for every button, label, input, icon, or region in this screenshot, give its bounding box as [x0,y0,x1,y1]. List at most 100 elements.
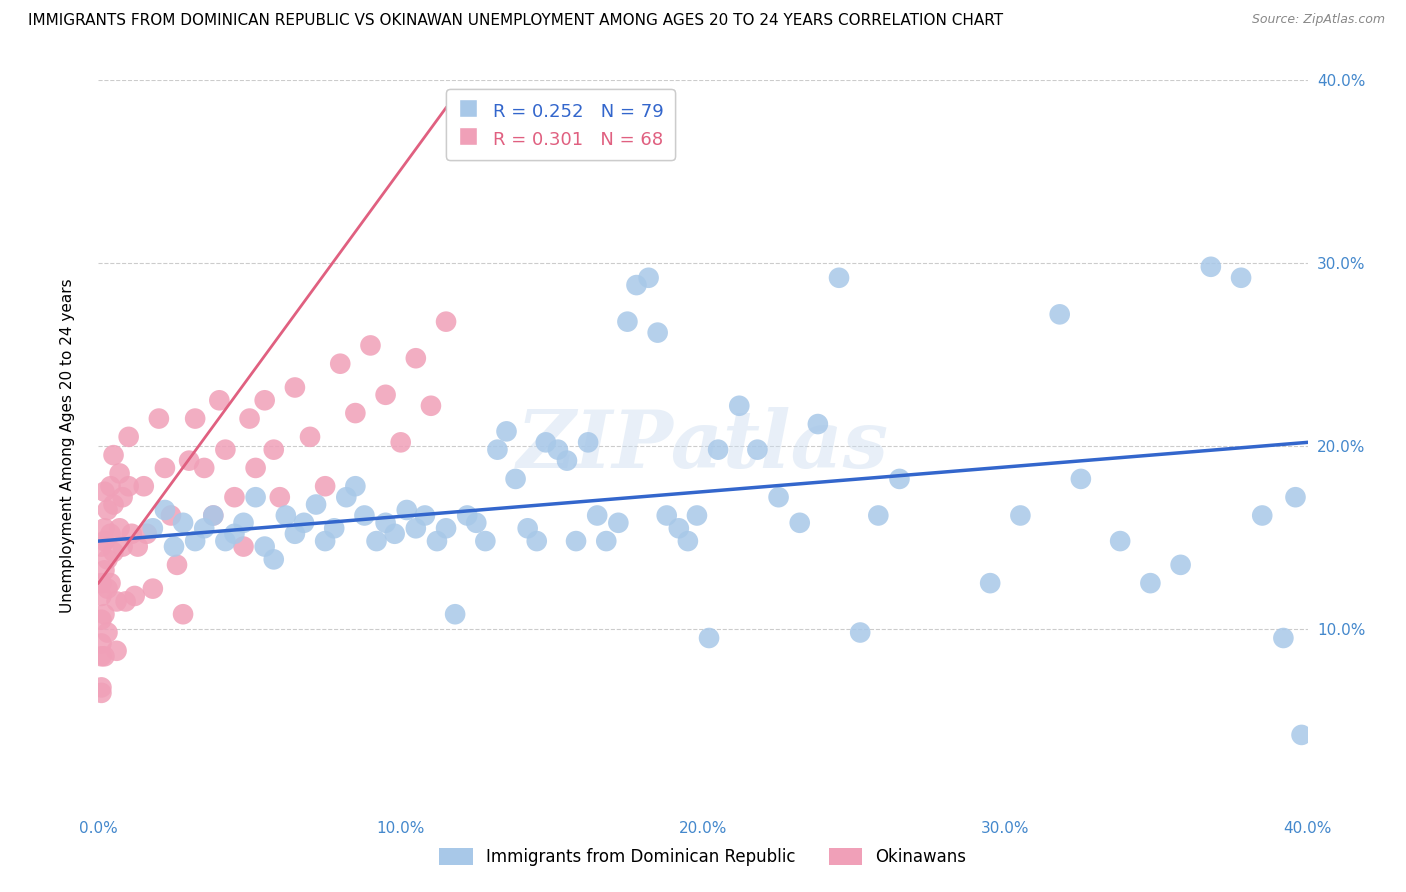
Point [166,558,188,572]
Point [374,516,396,530]
Point [284,526,307,541]
Point [184,534,207,549]
Point [224,526,246,541]
Point [172,607,194,622]
Point [284,380,307,394]
Point [239,411,262,425]
Point [202,508,225,523]
Point [595,534,617,549]
Point [1109,534,1132,549]
Point [184,411,207,425]
Point [274,508,297,523]
Point [245,490,267,504]
Point [232,540,254,554]
Point [505,472,527,486]
Point [118,479,141,493]
Point [655,508,678,523]
Point [1070,472,1092,486]
Point [96,625,118,640]
Point [668,521,690,535]
Point [96,503,118,517]
Point [1199,260,1222,274]
Point [1010,508,1032,523]
Point [105,594,128,608]
Point [153,503,176,517]
Point [103,448,125,462]
Point [214,442,236,457]
Point [93,521,115,535]
Point [142,521,165,535]
Point [329,357,352,371]
Point [108,467,131,481]
Point [526,534,548,549]
Point [565,534,588,549]
Point [214,534,236,549]
Point [263,552,285,566]
Point [607,516,630,530]
Point [232,516,254,530]
Point [163,540,186,554]
Point [647,326,669,340]
Point [224,490,246,504]
Point [420,399,443,413]
Point [889,472,911,486]
Point [413,508,436,523]
Point [100,576,122,591]
Point [868,508,890,523]
Point [93,534,115,549]
Point [534,435,557,450]
Point [245,461,267,475]
Text: ZIPatlas: ZIPatlas [517,408,889,484]
Point [108,521,131,535]
Point [90,649,112,664]
Point [1230,270,1253,285]
Point [202,508,225,523]
Point [124,589,146,603]
Point [789,516,811,530]
Legend: R = 0.252   N = 79, R = 0.301   N = 68: R = 0.252 N = 79, R = 0.301 N = 68 [446,89,675,160]
Point [160,508,183,523]
Point [366,534,388,549]
Point [299,430,322,444]
Legend: Immigrants from Dominican Republic, Okinawans: Immigrants from Dominican Republic, Okin… [432,840,974,875]
Point [93,484,115,499]
Point [1251,508,1274,523]
Point [323,521,346,535]
Point [465,516,488,530]
Point [127,540,149,554]
Point [637,270,659,285]
Point [389,435,412,450]
Point [697,631,720,645]
Point [172,516,194,530]
Point [269,490,291,504]
Point [1170,558,1192,572]
Point [153,461,176,475]
Point [434,521,457,535]
Point [253,393,276,408]
Point [90,636,112,650]
Point [193,521,215,535]
Point [103,498,125,512]
Point [103,545,125,559]
Point [179,453,201,467]
Point [93,563,115,577]
Point [516,521,538,535]
Point [90,576,112,591]
Point [305,498,328,512]
Point [979,576,1001,591]
Point [728,399,751,413]
Point [474,534,496,549]
Point [405,521,427,535]
Point [616,315,638,329]
Point [434,315,457,329]
Point [135,526,157,541]
Point [344,479,367,493]
Point [707,442,730,457]
Point [90,686,112,700]
Point [132,479,155,493]
Point [96,582,118,596]
Point [547,442,569,457]
Point [314,479,336,493]
Point [142,582,165,596]
Point [828,270,851,285]
